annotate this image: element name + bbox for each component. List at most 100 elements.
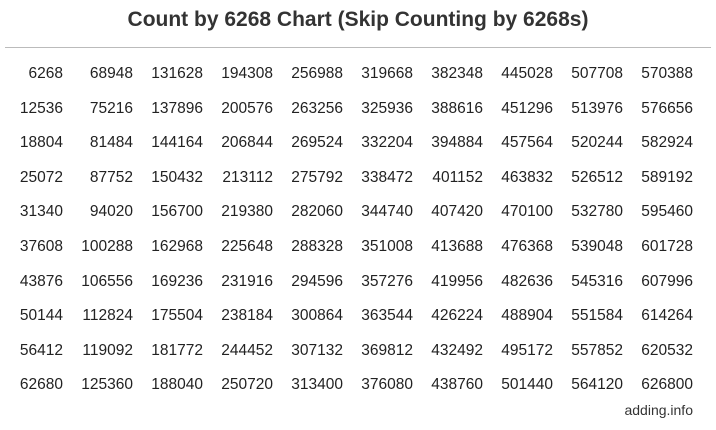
number-cell: 595460 bbox=[641, 203, 693, 221]
table-row: 43876 106556 169236 231916 294596 357276 41995… bbox=[0, 271, 716, 293]
number-cell: 131628 bbox=[151, 65, 203, 82]
table-row: 31340 94020 156700 219380 282060 344740 407420… bbox=[0, 201, 716, 223]
number-cell: 112824 bbox=[82, 307, 133, 325]
number-cell: 263256 bbox=[291, 99, 343, 117]
number-cell: 275792 bbox=[291, 168, 343, 186]
number-cell: 369812 bbox=[361, 341, 413, 359]
number-cell: 626800 bbox=[641, 376, 693, 394]
number-cell: 501440 bbox=[501, 376, 553, 394]
number-cell: 363544 bbox=[361, 307, 413, 325]
number-cell: 125360 bbox=[81, 376, 133, 394]
number-cell: 532780 bbox=[571, 203, 623, 221]
number-cell: 43876 bbox=[19, 272, 63, 290]
number-cell: 419956 bbox=[431, 272, 483, 290]
number-cell: 620532 bbox=[641, 341, 693, 359]
number-cell: 307132 bbox=[291, 341, 343, 359]
number-cell: 162968 bbox=[151, 238, 203, 255]
number-cell: 526512 bbox=[571, 168, 623, 186]
number-cell: 488904 bbox=[501, 307, 553, 325]
number-cell: 382348 bbox=[431, 65, 483, 82]
number-cell: 338472 bbox=[361, 168, 413, 186]
number-cell: 413688 bbox=[431, 238, 483, 255]
number-cell: 539048 bbox=[571, 238, 623, 255]
table-row: 6268 68948 131628 194308 256988 319668 382348 4… bbox=[0, 63, 716, 85]
number-cell: 87752 bbox=[89, 168, 133, 186]
number-cell: 62680 bbox=[19, 376, 63, 394]
title-divider bbox=[5, 47, 711, 48]
number-cell: 94020 bbox=[89, 203, 133, 221]
table-row: 37608 100288 162968 225648 288328 351008 41368… bbox=[0, 236, 716, 258]
table-row: 62680 125360 188040 250720 313400 376080 43876… bbox=[0, 374, 716, 396]
number-cell: 570388 bbox=[641, 65, 693, 82]
table-row: 56412 119092 181772 244452 307132 369812 43249… bbox=[0, 340, 716, 362]
number-cell: 56412 bbox=[19, 341, 63, 359]
number-cell: 513976 bbox=[571, 99, 623, 117]
number-cell: 81484 bbox=[89, 134, 133, 152]
number-cell: 175504 bbox=[151, 307, 203, 325]
number-cell: 31340 bbox=[19, 203, 63, 221]
number-cell: 300864 bbox=[291, 307, 343, 325]
number-cell: 294596 bbox=[291, 272, 343, 290]
number-cell: 388616 bbox=[431, 99, 483, 117]
number-cell: 269524 bbox=[291, 134, 343, 152]
number-cell: 12536 bbox=[19, 99, 63, 117]
number-cell: 495172 bbox=[501, 341, 553, 359]
table-row: 25072 87752 150432 213112 275792 338472 401152… bbox=[0, 167, 716, 189]
number-cell: 106556 bbox=[81, 272, 133, 290]
number-cell: 25072 bbox=[19, 168, 63, 186]
number-cell: 407420 bbox=[431, 203, 483, 221]
number-cell: 438760 bbox=[431, 376, 483, 394]
number-cell: 520244 bbox=[571, 134, 623, 152]
number-cell: 282060 bbox=[291, 203, 343, 221]
number-cell: 313400 bbox=[291, 376, 343, 394]
number-cell: 432492 bbox=[431, 341, 483, 359]
number-cell: 244452 bbox=[221, 341, 273, 359]
number-cell: 507708 bbox=[571, 65, 623, 82]
number-cell: 137896 bbox=[151, 99, 203, 117]
number-cell: 607996 bbox=[641, 272, 693, 290]
number-cell: 332204 bbox=[361, 134, 413, 152]
number-cell: 601728 bbox=[641, 238, 693, 255]
number-cell: 200576 bbox=[221, 99, 273, 117]
number-cell: 18804 bbox=[19, 134, 63, 152]
number-cell: 545316 bbox=[571, 272, 623, 290]
number-cell: 194308 bbox=[221, 65, 273, 82]
number-cell: 482636 bbox=[501, 272, 553, 290]
number-cell: 476368 bbox=[501, 238, 553, 255]
number-cell: 589192 bbox=[641, 168, 693, 186]
table-row: 12536 75216 137896 200576 263256 325936 388616… bbox=[0, 98, 716, 120]
number-cell: 181772 bbox=[151, 341, 203, 359]
number-cell: 457564 bbox=[501, 134, 553, 152]
number-cell: 426224 bbox=[431, 307, 483, 325]
number-cell: 564120 bbox=[571, 376, 623, 394]
number-cell: 250720 bbox=[221, 376, 273, 394]
number-cell: 351008 bbox=[361, 238, 413, 255]
number-cell: 100288 bbox=[81, 238, 133, 255]
number-cell: 582924 bbox=[641, 134, 693, 152]
page-title: Count by 6268 Chart (Skip Counting by 62… bbox=[127, 8, 589, 31]
number-cell: 470100 bbox=[501, 203, 553, 221]
number-cell: 219380 bbox=[221, 203, 273, 221]
number-cell: 156700 bbox=[151, 203, 203, 221]
number-cell: 445028 bbox=[501, 65, 553, 82]
number-cell: 231916 bbox=[221, 272, 273, 290]
number-cell: 238184 bbox=[221, 307, 273, 325]
number-cell: 6268 bbox=[28, 65, 63, 82]
number-cell: 451296 bbox=[501, 99, 553, 117]
number-cell: 319668 bbox=[361, 65, 413, 82]
number-cell: 463832 bbox=[501, 168, 553, 186]
number-cell: 150432 bbox=[151, 168, 203, 186]
number-cell: 169236 bbox=[151, 272, 203, 290]
table-row: 18804 81484 144164 206844 269524 332204 394884… bbox=[0, 132, 716, 154]
table-row: 50144 112824 175504 238184 300864 363544 42622… bbox=[0, 305, 716, 327]
number-cell: 357276 bbox=[361, 272, 413, 290]
number-cell: 213112 bbox=[222, 168, 273, 186]
number-cell: 225648 bbox=[221, 238, 273, 255]
number-cell: 68948 bbox=[89, 65, 133, 82]
number-cell: 551584 bbox=[571, 307, 623, 325]
site-credit: adding.info bbox=[624, 402, 693, 418]
number-cell: 376080 bbox=[361, 376, 413, 394]
number-cell: 325936 bbox=[361, 99, 413, 117]
number-cell: 557852 bbox=[571, 341, 623, 359]
number-cell: 144164 bbox=[151, 134, 203, 152]
